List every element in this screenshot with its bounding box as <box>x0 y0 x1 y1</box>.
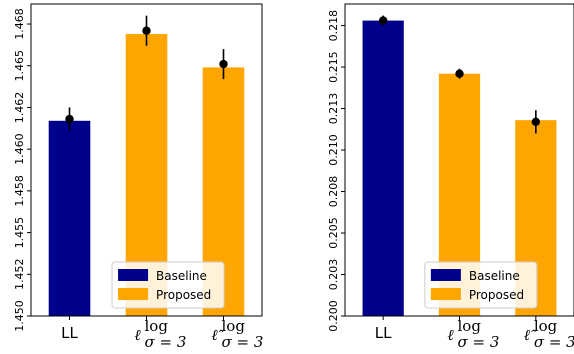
right-chart: 0.200 0.203 0.205 0.208 0.210 0.213 0.215 0.218… <box>327 3 574 351</box>
x-tick-label: ℓ <box>134 326 140 344</box>
y-tick-label: 0.208 <box>327 176 340 208</box>
left-chart: 1.450 1.452 1.455 1.458 1.460 1.462 1.465 1.468… <box>13 3 264 351</box>
legend-label: Proposed <box>156 288 211 302</box>
bar <box>48 120 91 316</box>
mean-marker <box>65 114 74 124</box>
x-tick-label: LL <box>61 324 78 342</box>
x-tick-label-superscript: log <box>534 317 558 335</box>
y-tick-label: 0.215 <box>327 51 340 83</box>
x-tick-label-superscript: log <box>458 317 482 335</box>
x-tick-label: LL <box>375 324 392 342</box>
legend-swatch <box>430 288 461 300</box>
legend-swatch <box>118 288 149 300</box>
y-tick-label: 0.218 <box>327 10 340 42</box>
x-tick-label-superscript: log <box>222 317 246 335</box>
mean-marker <box>455 69 464 78</box>
x-tick-label-superscript: log <box>145 317 169 335</box>
y-tick-label: 1.458 <box>13 175 26 207</box>
y-tick-label: 0.200 <box>327 300 340 332</box>
y-tick-label: 1.468 <box>13 8 26 40</box>
legend-swatch <box>430 269 461 281</box>
legend: Baseline Proposed <box>424 261 538 309</box>
legend-swatch <box>118 269 149 281</box>
bar <box>362 20 404 317</box>
legend-label: Baseline <box>469 269 520 283</box>
y-tick-label: 1.462 <box>13 92 26 124</box>
legend-label: Baseline <box>156 269 207 283</box>
y-tick-label: 0.205 <box>327 217 340 249</box>
y-tick-label: 1.460 <box>13 133 26 165</box>
x-tick-label-subscript: σ = 3 <box>145 333 187 351</box>
legend-label: Proposed <box>469 288 524 302</box>
mean-marker <box>531 117 541 127</box>
y-tick-label: 1.450 <box>13 300 26 332</box>
y-tick-label: 0.213 <box>327 93 340 125</box>
mean-marker <box>219 59 228 69</box>
y-tick-label: 0.210 <box>327 134 340 166</box>
mean-marker <box>378 16 388 25</box>
x-tick-label-subscript: σ = 3 <box>222 333 264 351</box>
y-tick-label: 1.452 <box>13 259 26 291</box>
legend: Baseline Proposed <box>111 261 225 309</box>
mean-marker <box>142 26 151 35</box>
y-tick-label: 1.465 <box>13 50 26 82</box>
x-tick-label-subscript: σ = 3 <box>458 333 500 351</box>
y-tick-label: 0.203 <box>327 259 340 291</box>
x-tick-label-subscript: σ = 3 <box>534 333 574 351</box>
x-tick-label: ℓ <box>447 326 453 344</box>
y-tick-label: 1.455 <box>13 217 26 249</box>
